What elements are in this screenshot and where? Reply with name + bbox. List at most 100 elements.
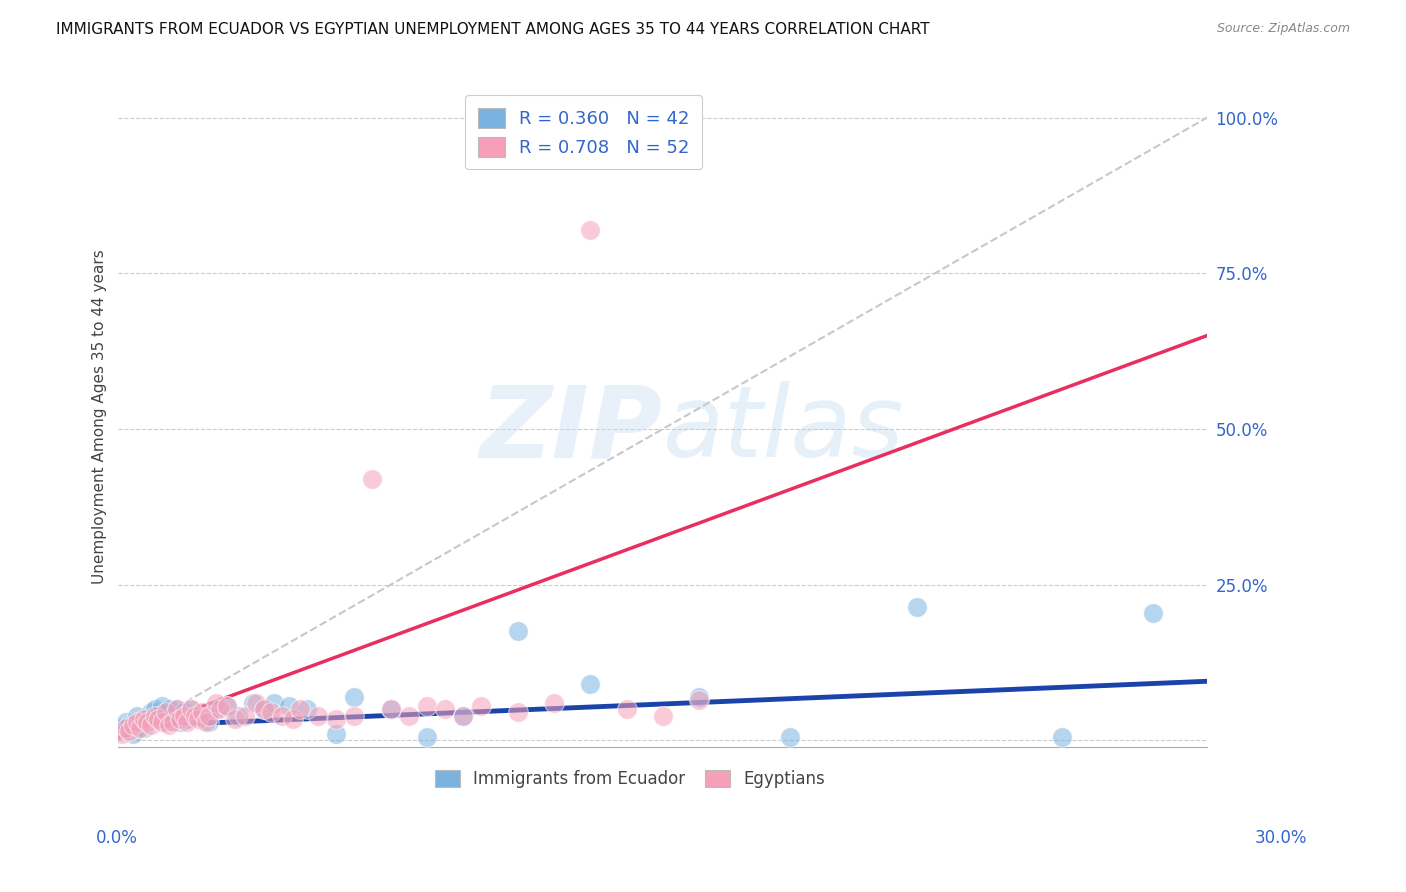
Point xyxy=(688,693,710,707)
Point xyxy=(114,714,136,729)
Point xyxy=(143,702,166,716)
Point xyxy=(226,708,249,723)
Point xyxy=(235,708,257,723)
Legend: Immigrants from Ecuador, Egyptians: Immigrants from Ecuador, Egyptians xyxy=(429,763,832,795)
Text: atlas: atlas xyxy=(662,381,904,478)
Text: Source: ZipAtlas.com: Source: ZipAtlas.com xyxy=(1216,22,1350,36)
Point xyxy=(1142,606,1164,620)
Point xyxy=(111,727,134,741)
Point xyxy=(205,702,228,716)
Point xyxy=(162,708,184,723)
Point xyxy=(361,472,384,486)
Point xyxy=(129,714,152,729)
Point xyxy=(616,702,638,716)
Point xyxy=(187,712,209,726)
Point xyxy=(905,599,928,614)
Point xyxy=(343,690,366,704)
Point xyxy=(173,706,195,720)
Point xyxy=(245,696,267,710)
Point xyxy=(398,708,420,723)
Point xyxy=(451,708,474,723)
Point xyxy=(506,624,529,639)
Point xyxy=(176,712,198,726)
Point xyxy=(1050,731,1073,745)
Point xyxy=(136,714,159,729)
Point xyxy=(125,714,148,729)
Point xyxy=(543,696,565,710)
Point xyxy=(281,712,304,726)
Point xyxy=(380,702,402,716)
Point xyxy=(325,727,347,741)
Point xyxy=(217,699,239,714)
Point xyxy=(252,702,274,716)
Point xyxy=(288,702,311,716)
Point xyxy=(114,721,136,735)
Point xyxy=(180,702,202,716)
Point xyxy=(416,731,439,745)
Point xyxy=(150,699,173,714)
Point xyxy=(150,714,173,729)
Point xyxy=(157,718,180,732)
Point xyxy=(169,714,191,729)
Point xyxy=(224,712,246,726)
Point xyxy=(162,714,184,729)
Point xyxy=(209,702,232,716)
Point xyxy=(122,718,145,732)
Point xyxy=(470,699,492,714)
Point xyxy=(183,708,205,723)
Point xyxy=(579,677,602,691)
Point xyxy=(157,702,180,716)
Point xyxy=(688,690,710,704)
Point xyxy=(506,706,529,720)
Point xyxy=(325,712,347,726)
Text: IMMIGRANTS FROM ECUADOR VS EGYPTIAN UNEMPLOYMENT AMONG AGES 35 TO 44 YEARS CORRE: IMMIGRANTS FROM ECUADOR VS EGYPTIAN UNEM… xyxy=(56,22,929,37)
Point xyxy=(173,708,195,723)
Point xyxy=(118,724,141,739)
Point xyxy=(343,708,366,723)
Point xyxy=(187,708,209,723)
Point xyxy=(125,708,148,723)
Point xyxy=(242,696,264,710)
Point xyxy=(260,706,283,720)
Point xyxy=(155,706,177,720)
Point xyxy=(111,721,134,735)
Point xyxy=(136,712,159,726)
Y-axis label: Unemployment Among Ages 35 to 44 years: Unemployment Among Ages 35 to 44 years xyxy=(93,249,107,584)
Point xyxy=(263,696,285,710)
Point xyxy=(779,731,801,745)
Point xyxy=(132,712,155,726)
Text: 30.0%: 30.0% xyxy=(1256,829,1308,847)
Point xyxy=(270,708,292,723)
Point xyxy=(205,696,228,710)
Point xyxy=(148,712,170,726)
Point xyxy=(166,702,188,716)
Point xyxy=(194,714,217,729)
Point xyxy=(434,702,457,716)
Point xyxy=(217,699,239,714)
Point xyxy=(191,706,214,720)
Text: ZIP: ZIP xyxy=(479,381,662,478)
Point xyxy=(122,727,145,741)
Point xyxy=(451,708,474,723)
Point xyxy=(416,699,439,714)
Point xyxy=(169,712,191,726)
Point xyxy=(579,222,602,236)
Point xyxy=(307,708,329,723)
Point xyxy=(295,702,318,716)
Point xyxy=(198,708,221,723)
Point xyxy=(118,718,141,732)
Point xyxy=(252,702,274,716)
Point xyxy=(278,699,301,714)
Point xyxy=(198,714,221,729)
Point xyxy=(143,708,166,723)
Point xyxy=(132,721,155,735)
Point xyxy=(139,706,162,720)
Point xyxy=(651,708,673,723)
Point xyxy=(180,702,202,716)
Point xyxy=(176,714,198,729)
Point xyxy=(166,702,188,716)
Point xyxy=(155,714,177,729)
Text: 0.0%: 0.0% xyxy=(96,829,138,847)
Point xyxy=(129,721,152,735)
Point xyxy=(148,708,170,723)
